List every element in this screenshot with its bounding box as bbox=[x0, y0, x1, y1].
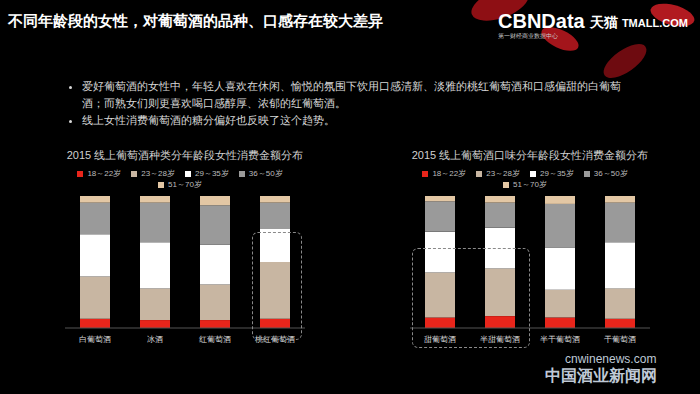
html-text:29～35岁: 29～35岁 bbox=[195, 169, 229, 178]
svg-text:半甜葡萄酒: 半甜葡萄酒 bbox=[480, 335, 520, 344]
html-text:51～70岁: 51～70岁 bbox=[513, 180, 547, 189]
svg-text:白葡萄酒: 白葡萄酒 bbox=[79, 335, 111, 344]
html-text:爱好葡萄酒的女性中，年轻人喜欢在休闲、愉悦的氛围下饮用口感清: 爱好葡萄酒的女性中，年轻人喜欢在休闲、愉悦的氛围下饮用口感清新、淡雅的桃红葡萄酒… bbox=[82, 80, 621, 109]
html-text:线上女性消费葡萄酒的糖分偏好也反映了这个趋势。: 线上女性消费葡萄酒的糖分偏好也反映了这个趋势。 bbox=[82, 114, 335, 126]
html-text:第一财经商业数据中心: 第一财经商业数据中心 bbox=[498, 33, 558, 39]
html-text:2015 线上葡萄酒种类分年龄段女性消费金额分布: 2015 线上葡萄酒种类分年龄段女性消费金额分布 bbox=[66, 149, 304, 161]
html-text:36～50岁: 36～50岁 bbox=[248, 169, 283, 178]
svg-text:红葡萄酒: 红葡萄酒 bbox=[199, 335, 231, 344]
svg-text:桃红葡萄酒: 桃红葡萄酒 bbox=[255, 334, 295, 344]
svg-text:干葡萄酒: 干葡萄酒 bbox=[604, 335, 636, 344]
html-text:29～35岁: 29～35岁 bbox=[540, 169, 574, 178]
html-text:2015 线上葡萄酒口味分年龄段女性消费金额分布: 2015 线上葡萄酒口味分年龄段女性消费金额分布 bbox=[411, 149, 649, 161]
html-text:不同年龄段的女性，对葡萄酒的品种、口感存在较大差异: 不同年龄段的女性，对葡萄酒的品种、口感存在较大差异 bbox=[8, 12, 383, 29]
html-text:18～22岁: 18～22岁 bbox=[87, 169, 122, 178]
html-text:CBNData: CBNData bbox=[498, 10, 585, 32]
html-text:23～28岁: 23～28岁 bbox=[486, 169, 520, 178]
html-text:cnwinenews.com: cnwinenews.com bbox=[565, 352, 657, 366]
html-text:51～70岁: 51～70岁 bbox=[168, 180, 202, 189]
html-text:23～28岁: 23～28岁 bbox=[141, 169, 175, 178]
svg-text:半干葡萄酒: 半干葡萄酒 bbox=[540, 335, 580, 344]
html-text:中国酒业新闻网: 中国酒业新闻网 bbox=[545, 367, 657, 384]
svg-text:冰酒: 冰酒 bbox=[147, 335, 163, 344]
svg-text:甜葡萄酒: 甜葡萄酒 bbox=[424, 335, 456, 344]
html-text:36～50岁: 36～50岁 bbox=[593, 169, 628, 178]
html-text:天猫 TMALL.COM: 天猫 TMALL.COM bbox=[590, 14, 688, 30]
html-text:18～22岁: 18～22岁 bbox=[432, 169, 467, 178]
